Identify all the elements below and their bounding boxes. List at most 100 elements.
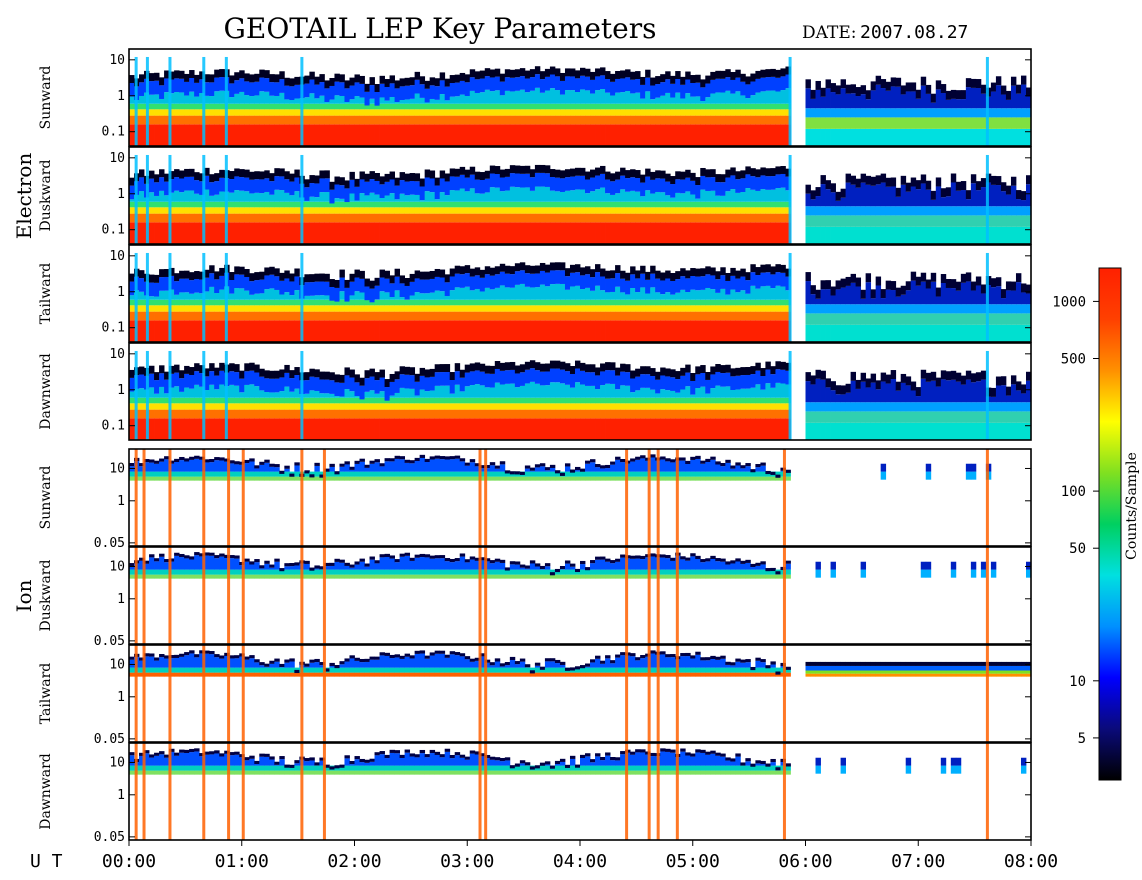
spectrogram-cell (845, 324, 851, 342)
spectrogram-cell (209, 462, 215, 472)
spectrogram-cell (129, 311, 135, 321)
spectrogram-cell (219, 370, 225, 385)
spectrogram-cell (1010, 422, 1017, 440)
spectrogram-cell (675, 201, 681, 208)
spectrogram-cell (509, 418, 516, 440)
spectrogram-cell (239, 91, 245, 104)
spectrogram-cell (159, 103, 165, 110)
spectrogram-cell (349, 77, 355, 86)
spectrogram-cell (675, 379, 681, 393)
spectrogram-cell (229, 305, 235, 312)
spectrogram-cell (995, 402, 1002, 412)
spectrogram-cell (329, 222, 335, 244)
spectrogram-cell (179, 403, 185, 410)
spectrogram-cell (164, 195, 170, 202)
spectrogram-cell (855, 128, 862, 146)
spectrogram-cell (409, 320, 416, 342)
spectrogram-cell (504, 287, 511, 300)
spectrogram-cell (524, 409, 531, 419)
spectrogram-cell (670, 305, 676, 312)
spectrogram-cell (469, 363, 476, 372)
spectrogram-cell (990, 396, 997, 403)
spectrogram-cell (910, 313, 917, 325)
spectrogram-cell (454, 305, 461, 312)
spectrogram-cell (279, 470, 285, 474)
spectrogram-cell (524, 286, 531, 300)
spectrogram-cell (494, 187, 501, 202)
spectrogram-cell (740, 178, 746, 192)
spectrogram-cell (805, 313, 811, 325)
spectrogram-cell (559, 80, 566, 95)
spectrogram-cell (319, 273, 325, 282)
spectrogram-cell (254, 386, 260, 398)
spectrogram-cell (159, 109, 165, 116)
spectrogram-cell (539, 466, 546, 472)
spectrogram-cell (665, 418, 671, 440)
spectrogram-cell (184, 115, 190, 125)
spectrogram-cell (735, 124, 741, 146)
spectrogram-cell (219, 124, 225, 146)
spectrogram-cell (209, 103, 215, 110)
spectrogram-cell (549, 222, 556, 244)
spectrogram-cell (845, 206, 851, 216)
spectrogram-cell (554, 115, 561, 125)
spectrogram-cell (630, 79, 636, 94)
spectrogram-cell (129, 213, 135, 223)
spectrogram-cell (630, 397, 636, 404)
spectrogram-cell (675, 115, 681, 125)
spectrogram-cell (815, 80, 821, 90)
spectrogram-cell (389, 461, 395, 472)
spectrogram-cell (788, 56, 792, 147)
spectrogram-cell (660, 109, 666, 116)
spectrogram-cell (1020, 226, 1027, 244)
spectrogram-cell (464, 372, 471, 387)
spectrogram-cell (805, 184, 811, 194)
spectrogram-cell (434, 409, 441, 419)
spectrogram-cell (249, 222, 255, 244)
spectrogram-cell (300, 350, 304, 440)
spectrogram-cell (314, 103, 320, 110)
spectrogram-cell (855, 117, 862, 129)
spectrogram-cell (675, 179, 681, 193)
spectrogram-cell (304, 397, 310, 404)
spectrogram-cell (384, 207, 390, 214)
spectrogram-cell (845, 392, 851, 403)
spectrogram-cell (394, 185, 400, 200)
spectrogram-cell (349, 281, 355, 296)
spectrogram-cell (529, 467, 536, 471)
spectrogram-cell (459, 305, 466, 312)
spectrogram-cell (199, 173, 205, 182)
spectrogram-cell (319, 207, 325, 214)
spectrogram-cell (349, 99, 355, 104)
spectrogram-cell (374, 409, 380, 419)
spectrogram-cell (404, 462, 411, 472)
spectrogram-cell (655, 124, 661, 146)
spectrogram-cell (389, 381, 395, 396)
spectrogram-cell (585, 193, 591, 202)
spectrogram-cell (775, 361, 781, 370)
spectrogram-cell (625, 311, 631, 321)
spectrogram-cell (705, 305, 711, 312)
spectrogram-cell (179, 471, 185, 477)
spectrogram-cell (279, 397, 285, 404)
spectrogram-cell (229, 371, 235, 385)
spectrogram-cell (840, 188, 846, 198)
spectrogram-cell (544, 299, 551, 306)
spectrogram-cell (655, 270, 661, 279)
spectrogram-cell (840, 287, 846, 305)
spectrogram-cell (449, 397, 456, 404)
spectrogram-cell (610, 311, 616, 321)
spectrogram-cell (595, 272, 601, 286)
spectrogram-cell (474, 115, 481, 125)
spectrogram-cell (379, 311, 385, 321)
spectrogram-cell (569, 115, 576, 125)
spectrogram-cell (549, 103, 556, 110)
spectrogram-cell (329, 476, 335, 481)
spectrogram-cell (329, 213, 335, 223)
spectrogram-cell (780, 305, 786, 312)
spectrogram-cell (359, 292, 365, 300)
spectrogram-cell (379, 391, 385, 398)
spectrogram-cell (254, 280, 260, 294)
spectrogram-cell (284, 364, 290, 373)
spectrogram-cell (925, 422, 932, 440)
